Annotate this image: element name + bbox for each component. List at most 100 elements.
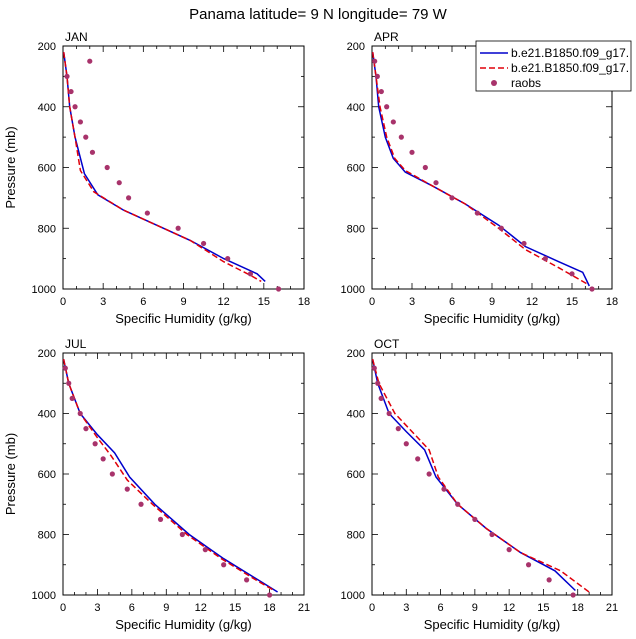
- y-tick-label: 200: [347, 41, 365, 53]
- raobs-point: [83, 134, 89, 140]
- series-line-solid: [62, 51, 266, 282]
- raobs-point: [546, 577, 552, 583]
- legend-entry-solid: b.e21.B1850.f09_g17.: [511, 46, 629, 60]
- raobs-point: [124, 486, 130, 492]
- x-tick-label: 12: [195, 602, 207, 614]
- series-line-dashed: [62, 358, 275, 592]
- raobs-point: [104, 164, 110, 171]
- raobs-point: [386, 410, 392, 417]
- raobs-point: [138, 501, 144, 507]
- y-tick-label: 400: [347, 409, 365, 421]
- raobs-point: [109, 471, 115, 477]
- figure-title: Panama latitude= 9 N longitude= 79 W: [189, 6, 448, 23]
- panel-label: APR: [374, 30, 399, 44]
- x-tick-label: 18: [298, 296, 310, 308]
- series-line-dashed: [371, 358, 590, 593]
- panel-apr: 0 3 6 9 12 15 18 200 400 600 800 1000 APR Specific Hu…: [341, 30, 619, 326]
- x-tick-label: 6: [140, 296, 146, 308]
- raobs-point: [570, 592, 576, 598]
- y-tick-label: 600: [347, 163, 365, 175]
- panel-oct: 0 3 6 9 12 15 18 21 200 400 600 800 1000 OCT Specific …: [341, 337, 619, 632]
- x-tick-label: 21: [298, 602, 310, 614]
- raobs-point: [409, 149, 415, 155]
- panel-label: JUL: [65, 337, 87, 351]
- y-tick-label: 600: [347, 469, 365, 481]
- raobs-point: [378, 88, 384, 95]
- y-tick-label: 400: [347, 102, 365, 114]
- x-tick-label: 3: [409, 296, 415, 308]
- raobs-point: [441, 486, 447, 492]
- raobs-point: [422, 164, 428, 171]
- raobs-point: [542, 256, 548, 262]
- raobs-point: [372, 58, 378, 64]
- x-tick-label: 12: [218, 296, 230, 308]
- y-tick-label: 200: [38, 348, 56, 360]
- raobs-point: [426, 471, 432, 477]
- raobs-point: [221, 562, 227, 568]
- raobs-point: [474, 210, 480, 216]
- raobs-point: [66, 380, 72, 386]
- x-tick-label: 12: [503, 602, 515, 614]
- raobs-point: [100, 456, 106, 462]
- raobs-point: [64, 73, 70, 79]
- x-tick-label: 15: [229, 602, 241, 614]
- x-tick-label: 6: [449, 296, 455, 308]
- y-tick-label: 200: [347, 348, 365, 360]
- raobs-point: [202, 547, 208, 553]
- x-tick-label: 12: [526, 296, 538, 308]
- raobs-point: [384, 104, 390, 110]
- y-tick-label: 1000: [341, 590, 365, 602]
- raobs-point: [157, 516, 164, 522]
- raobs-point: [390, 119, 396, 125]
- raobs-point: [449, 195, 455, 201]
- raobs-point: [371, 365, 377, 371]
- y-tick-label: 600: [38, 163, 56, 175]
- x-tick-label: 3: [94, 602, 100, 614]
- raobs-point: [489, 531, 495, 538]
- plot-frame: [371, 352, 613, 596]
- x-tick-label: 3: [403, 602, 409, 614]
- legend-entry-dashed: b.e21.B1850.f09_g17.: [511, 61, 629, 75]
- raobs-point: [179, 531, 185, 538]
- raobs-point: [83, 426, 89, 432]
- raobs-point: [69, 395, 75, 401]
- panel-label: OCT: [374, 337, 400, 351]
- x-tick-label: 18: [606, 296, 618, 308]
- y-tick-label: 800: [38, 223, 56, 235]
- x-tick-label: 15: [537, 602, 549, 614]
- raobs-point: [374, 73, 380, 79]
- raobs-point: [472, 516, 478, 522]
- x-axis-label: Specific Humidity (g/kg): [424, 617, 561, 632]
- series-line-solid: [371, 358, 576, 592]
- x-tick-label: 9: [180, 296, 186, 308]
- panel-label: JAN: [65, 30, 88, 44]
- raobs-point: [62, 365, 68, 371]
- panel-jan: 0 3 6 9 12 15 18 200 400 600 800 1000 JAN Specific Hu…: [3, 30, 310, 326]
- raobs-point: [433, 180, 439, 186]
- y-tick-label: 400: [38, 409, 56, 421]
- raobs-point: [89, 149, 96, 155]
- plot-frame: [62, 352, 305, 596]
- y-tick-label: 1000: [32, 284, 56, 296]
- series-line-dashed: [371, 51, 589, 286]
- panel-jul: 0 3 6 9 12 15 18 21 200 400 600 800 1000 JUL Specific …: [3, 337, 310, 632]
- raobs-point: [398, 134, 404, 140]
- y-tick-label: 800: [38, 530, 56, 542]
- y-tick-label: 400: [38, 102, 56, 114]
- raobs-point: [92, 441, 98, 447]
- series-line-solid: [62, 358, 278, 593]
- x-tick-label: 9: [163, 602, 169, 614]
- x-tick-label: 18: [572, 602, 584, 614]
- raobs-point: [266, 592, 273, 598]
- y-axis-label: Pressure (mb): [3, 433, 18, 515]
- x-tick-label: 15: [258, 296, 270, 308]
- raobs-point: [77, 119, 84, 125]
- raobs-point: [589, 286, 595, 292]
- y-tick-label: 800: [347, 530, 365, 542]
- series-line-dashed: [62, 51, 262, 283]
- raobs-point: [275, 286, 282, 292]
- raobs-point: [68, 88, 74, 95]
- raobs-point: [415, 456, 421, 462]
- legend: b.e21.B1850.f09_g17. b.e21.B1850.f09_g17…: [475, 40, 632, 92]
- raobs-point: [72, 104, 78, 110]
